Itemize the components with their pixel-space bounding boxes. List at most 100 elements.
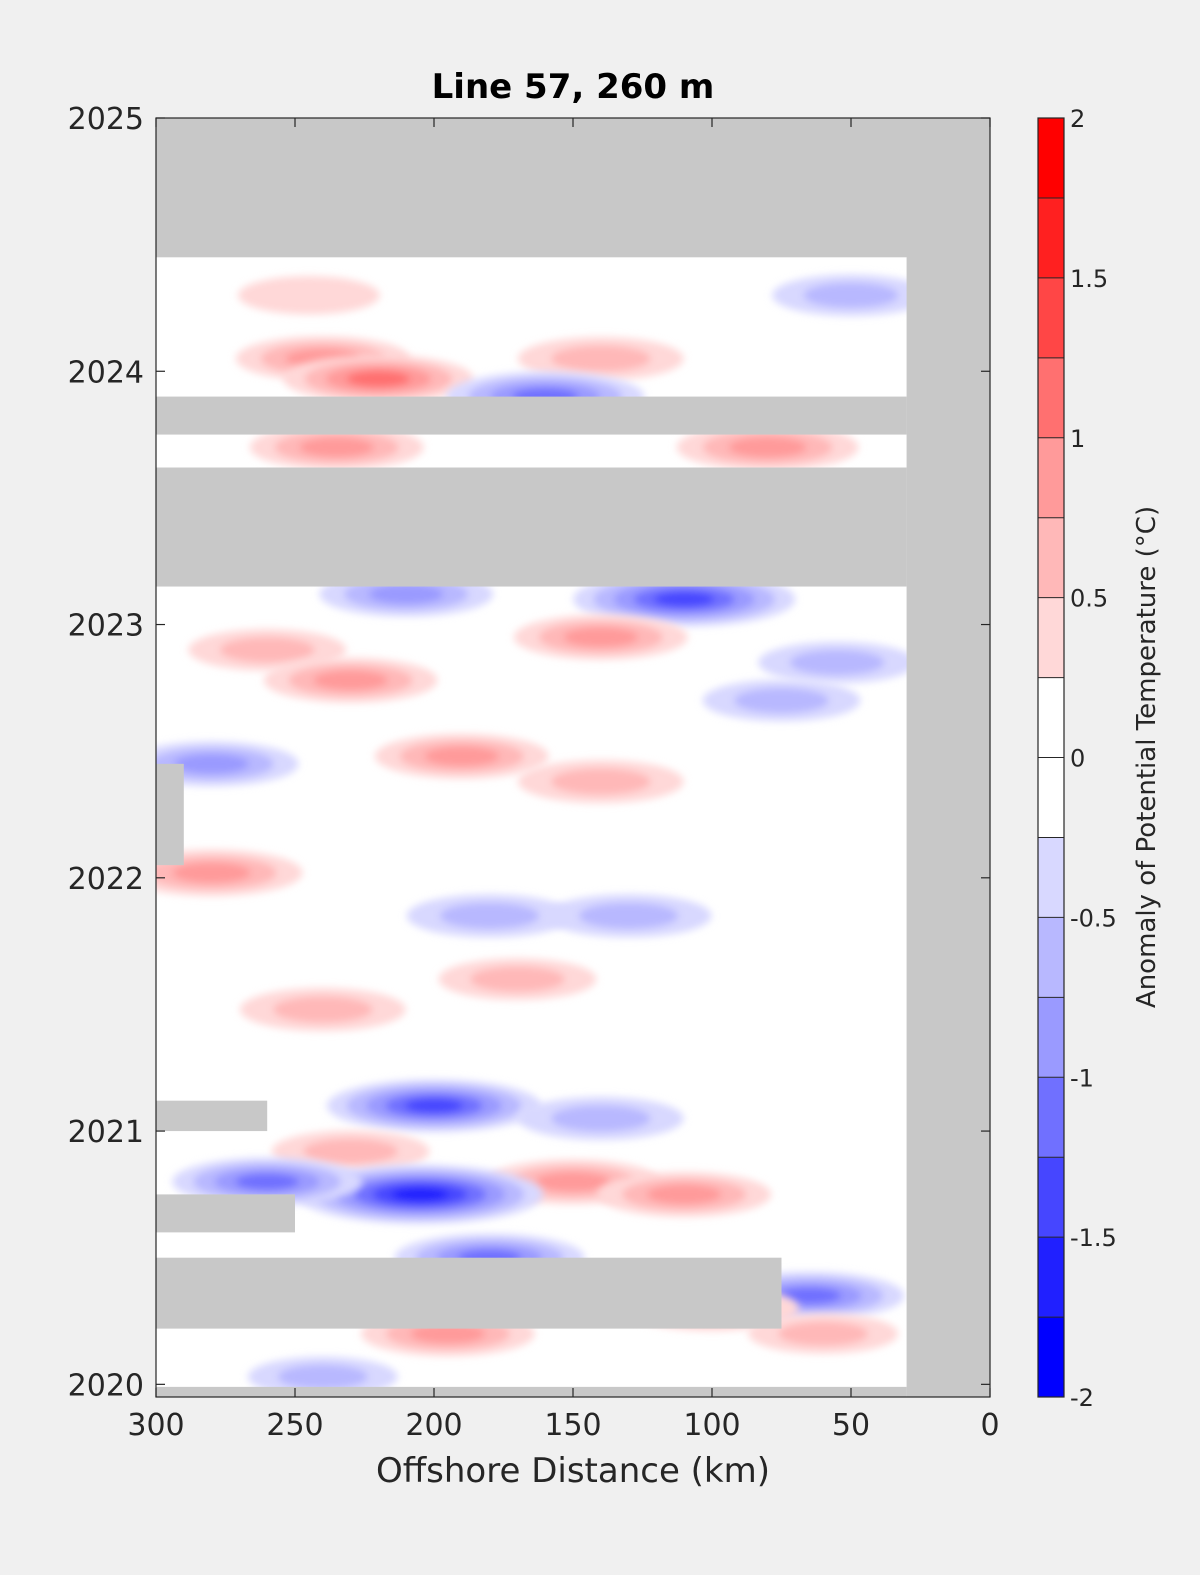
colorbar-tick-label: -0.5 <box>1070 904 1117 932</box>
colorbar-segment <box>1038 1157 1064 1238</box>
colorbar-segment <box>1038 197 1064 279</box>
x-tick-label: 0 <box>980 1408 999 1443</box>
anomaly-blob <box>438 958 597 1000</box>
anomaly-contour <box>237 276 380 315</box>
anomaly-blob <box>156 849 303 896</box>
colorbar-segment <box>1038 277 1064 359</box>
anomaly-blob <box>249 424 424 470</box>
anomaly-contour <box>646 1184 722 1204</box>
chart-title: Line 57, 260 m <box>432 67 715 107</box>
anomaly-blob <box>237 276 380 315</box>
anomaly-blob <box>156 741 299 787</box>
anomaly-contour <box>391 1187 449 1202</box>
anomaly-blob <box>406 894 573 938</box>
colorbar-tick-label: -1 <box>1070 1064 1094 1092</box>
colorbar-segment <box>1038 1237 1064 1318</box>
anomaly-contour <box>551 768 651 795</box>
anomaly-blob <box>263 657 438 703</box>
colorbar-segment <box>1038 757 1064 838</box>
y-tick-label: 2024 <box>68 355 144 390</box>
x-axis-label: Offshore Distance (km) <box>376 1451 770 1491</box>
anomaly-contour <box>535 1172 611 1192</box>
y-tick-label: 2022 <box>68 862 144 897</box>
colorbar-segment <box>1038 1077 1064 1158</box>
anomaly-blob <box>188 629 347 671</box>
anomaly-contour <box>777 1287 841 1304</box>
anomaly-blob <box>748 1313 899 1354</box>
missing-data-region <box>156 118 990 258</box>
missing-data-region <box>156 763 184 866</box>
colorbar-tick-label: 0 <box>1070 745 1085 773</box>
colorbar-segment <box>1038 917 1064 998</box>
y-tick-label: 2025 <box>68 102 144 137</box>
x-tick-label: 100 <box>683 1408 740 1443</box>
colorbar-segment <box>1038 677 1064 758</box>
anomaly-contour <box>368 584 444 604</box>
colorbar-segment <box>1038 118 1064 199</box>
colorbar-tick-label: 0.5 <box>1070 585 1108 613</box>
colorbar-frame <box>1037 117 1065 1398</box>
x-axis: 300 250 200 150 100 50 0 <box>127 118 1000 1443</box>
anomaly-blob <box>283 354 474 403</box>
y-tick-label: 2021 <box>68 1115 144 1150</box>
anomaly-contour <box>470 966 565 992</box>
missing-data-region <box>906 118 990 1397</box>
colorbar-segment <box>1038 1317 1064 1398</box>
colorbar-tick-label: 2 <box>1070 105 1085 133</box>
colorbar <box>1037 117 1065 1398</box>
anomaly-blob <box>297 1164 544 1224</box>
anomaly-contour <box>219 637 315 663</box>
anomaly-contour <box>551 345 651 372</box>
x-tick-label: 200 <box>405 1408 462 1443</box>
missing-data-region <box>156 396 907 435</box>
anomaly-blob <box>517 1096 684 1141</box>
anomaly-contour <box>563 627 639 647</box>
anomaly-blob <box>374 733 549 779</box>
colorbar-segment <box>1038 437 1064 519</box>
anomaly-contour <box>410 1324 486 1344</box>
missing-data-region <box>156 467 907 587</box>
x-tick-label: 150 <box>544 1408 601 1443</box>
colorbar-segment <box>1038 517 1064 599</box>
missing-data-mask <box>156 118 990 1397</box>
anomaly-contour <box>551 1105 651 1132</box>
anomaly-contour <box>578 902 679 929</box>
anomaly-blob <box>239 987 406 1032</box>
anomaly-contour <box>778 1321 869 1346</box>
colorbar-segment <box>1038 837 1064 918</box>
colorbar-segment <box>1038 997 1064 1078</box>
anomaly-contour <box>313 670 388 690</box>
anomaly-contour <box>789 650 885 676</box>
anomaly-blob <box>758 641 917 684</box>
missing-data-region <box>156 1257 782 1329</box>
anomaly-blob <box>513 614 688 660</box>
anomaly-blob <box>247 1356 398 1397</box>
anomaly-contour <box>277 1364 368 1389</box>
colorbar-tick-label: -2 <box>1070 1384 1094 1412</box>
anomaly-contour <box>299 437 374 457</box>
y-tick-label: 2020 <box>68 1368 144 1403</box>
colorbar-segment <box>1038 597 1064 679</box>
anomaly-contour <box>734 688 829 713</box>
anomaly-contour <box>346 370 411 387</box>
anomaly-blob <box>772 274 930 317</box>
y-tick-label: 2023 <box>68 609 144 644</box>
anomaly-contour <box>273 996 373 1023</box>
colorbar-ticks: -2 -1.5 -1 -0.5 0 0.5 1 1.5 2 <box>1070 105 1117 1412</box>
colorbar-label: Anomaly of Potential Temperature (°C) <box>1132 506 1162 1008</box>
colorbar-tick-label: 1 <box>1070 425 1085 453</box>
anomaly-blob <box>517 337 684 381</box>
anomaly-blob <box>517 759 684 804</box>
anomaly-contour <box>404 1098 464 1113</box>
x-tick-label: 300 <box>127 1408 184 1443</box>
anomaly-blob <box>597 1171 772 1217</box>
anomaly-contour <box>439 902 540 929</box>
anomaly-contour <box>303 1138 398 1164</box>
colorbar-tick-label: -1.5 <box>1070 1224 1117 1252</box>
anomaly-contour <box>653 591 715 607</box>
anomaly-contour <box>174 754 249 774</box>
anomaly-contour <box>424 746 500 766</box>
y-axis: 2020 2021 2022 2023 2024 2025 <box>68 102 990 1403</box>
missing-data-region <box>156 1100 268 1132</box>
